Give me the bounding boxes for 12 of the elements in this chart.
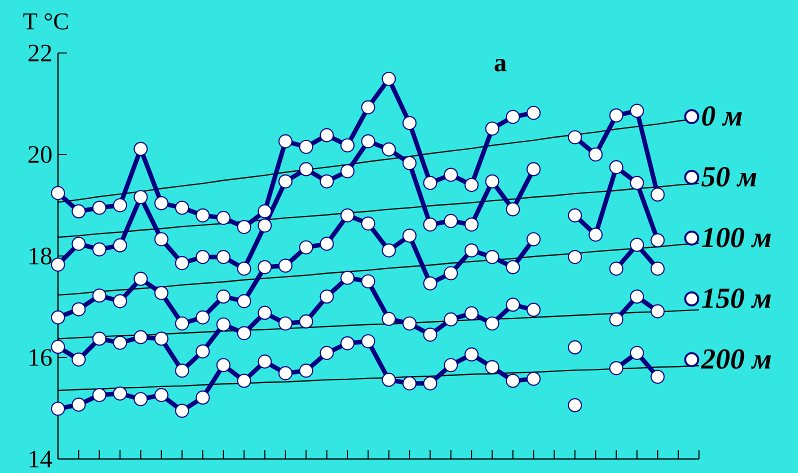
legend-label: 100 м: [702, 228, 771, 248]
y-tick-label: 22: [28, 44, 52, 62]
chart-title: а: [494, 58, 506, 72]
legend-label: 0 м: [702, 106, 742, 126]
legend-label: 200 м: [700, 349, 771, 369]
legend-label: 150 м: [702, 288, 771, 308]
y-tick-label: 20: [28, 146, 52, 163]
y-tick-label: 18: [30, 248, 52, 264]
y-tick-label: 14: [30, 450, 52, 468]
y-axis-title: T °C: [23, 13, 68, 30]
legend-label: 50 м: [702, 166, 756, 187]
y-tick-label: 16: [30, 349, 52, 366]
